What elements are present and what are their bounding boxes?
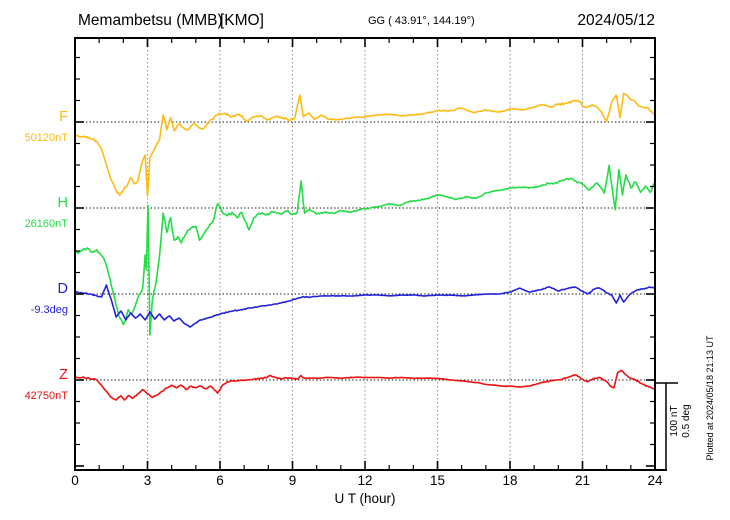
- component-traces: [74, 92, 656, 401]
- station-title: Memambetsu (MMB): [78, 12, 223, 29]
- series-baseline-value-H: 26160nT: [25, 218, 69, 230]
- x-tick-label: 15: [430, 473, 445, 488]
- x-axis-label: U T (hour): [334, 491, 395, 506]
- x-tick-label: 3: [144, 473, 152, 488]
- trace-H: [74, 164, 656, 336]
- observatory-code: [KMO]: [220, 12, 264, 29]
- x-tick-label: 6: [216, 473, 224, 488]
- x-tick-label: 0: [71, 473, 79, 488]
- x-tick-label: 9: [289, 473, 297, 488]
- x-tick-label: 21: [575, 473, 590, 488]
- plot-frame: [74, 37, 656, 471]
- series-letter-H: H: [58, 195, 68, 211]
- trace-F: [74, 92, 656, 197]
- x-tick-label: 12: [357, 473, 372, 488]
- x-tick-label: 24: [647, 473, 663, 488]
- plot-date: 2024/05/12: [577, 12, 655, 29]
- series-letter-Z: Z: [59, 367, 68, 383]
- series-letter-F: F: [59, 109, 68, 125]
- series-baseline-value-Z: 42750nT: [25, 390, 69, 402]
- scale-bar-label-nt: 100 nT: [669, 405, 680, 436]
- series-letter-D: D: [58, 281, 68, 297]
- trace-Z: [74, 369, 656, 401]
- series-baseline-value-F: 50120nT: [25, 132, 69, 144]
- amplitude-scale-bar: 100 nT 0.5 deg: [655, 382, 692, 471]
- x-tick-labels: 0 3 6 9 12 15 18 21 24: [71, 473, 663, 488]
- geographic-coords: GG ( 43.91°, 144.19°): [368, 15, 475, 27]
- series-baseline-value-D: -9.3deg: [31, 304, 68, 316]
- scale-bar-label-deg: 0.5 deg: [681, 404, 692, 437]
- trace-D: [74, 284, 656, 328]
- x-tick-label: 18: [502, 473, 517, 488]
- component-baseline-labels: F 50120nT H 26160nT D -9.3deg Z 42750nT: [25, 109, 69, 402]
- plotted-at-note: Plotted at 2024/05/18 21:13 UT: [705, 335, 715, 461]
